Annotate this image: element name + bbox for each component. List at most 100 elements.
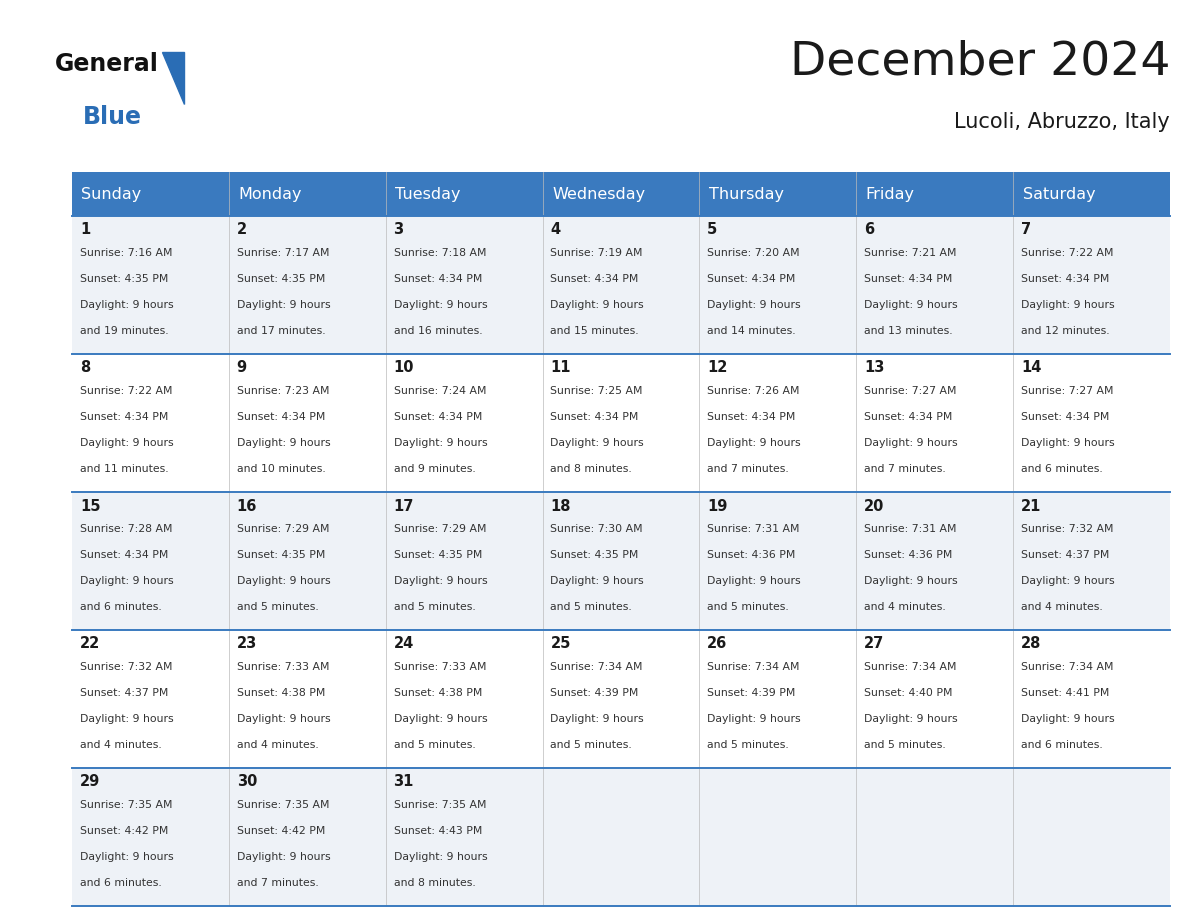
Text: 31: 31 [393, 775, 413, 789]
Polygon shape [162, 52, 184, 104]
Text: Sunrise: 7:23 AM: Sunrise: 7:23 AM [236, 386, 329, 397]
Text: and 13 minutes.: and 13 minutes. [864, 326, 953, 336]
Text: Daylight: 9 hours: Daylight: 9 hours [550, 577, 644, 587]
Text: Sunrise: 7:33 AM: Sunrise: 7:33 AM [393, 663, 486, 673]
Text: Sunrise: 7:18 AM: Sunrise: 7:18 AM [393, 249, 486, 259]
Text: and 8 minutes.: and 8 minutes. [393, 879, 475, 889]
Text: Saturday: Saturday [1023, 186, 1095, 201]
Text: and 6 minutes.: and 6 minutes. [1020, 740, 1102, 750]
Bar [72, 172, 1170, 216]
Text: Sunset: 4:38 PM: Sunset: 4:38 PM [236, 688, 326, 699]
Text: 16: 16 [236, 498, 257, 513]
Text: Sunset: 4:34 PM: Sunset: 4:34 PM [864, 274, 953, 285]
Text: 7: 7 [1020, 222, 1031, 238]
Text: Sunset: 4:35 PM: Sunset: 4:35 PM [80, 274, 169, 285]
Text: Daylight: 9 hours: Daylight: 9 hours [80, 300, 173, 310]
Text: Sunrise: 7:31 AM: Sunrise: 7:31 AM [864, 524, 956, 534]
Text: and 15 minutes.: and 15 minutes. [550, 326, 639, 336]
Text: Sunset: 4:35 PM: Sunset: 4:35 PM [550, 551, 639, 560]
Text: General: General [55, 52, 159, 76]
Text: Daylight: 9 hours: Daylight: 9 hours [80, 438, 173, 448]
Text: Sunrise: 7:35 AM: Sunrise: 7:35 AM [80, 800, 172, 811]
Text: Sunrise: 7:19 AM: Sunrise: 7:19 AM [550, 249, 643, 259]
Text: Daylight: 9 hours: Daylight: 9 hours [393, 438, 487, 448]
Text: 2: 2 [236, 222, 247, 238]
Text: Daylight: 9 hours: Daylight: 9 hours [236, 577, 330, 587]
Text: Sunset: 4:34 PM: Sunset: 4:34 PM [707, 274, 796, 285]
Text: Sunset: 4:34 PM: Sunset: 4:34 PM [236, 412, 326, 422]
Text: Daylight: 9 hours: Daylight: 9 hours [1020, 577, 1114, 587]
Text: and 5 minutes.: and 5 minutes. [864, 740, 946, 750]
Text: Sunrise: 7:27 AM: Sunrise: 7:27 AM [864, 386, 956, 397]
Text: Sunset: 4:34 PM: Sunset: 4:34 PM [393, 274, 482, 285]
Text: Sunset: 4:43 PM: Sunset: 4:43 PM [393, 826, 482, 836]
Text: Daylight: 9 hours: Daylight: 9 hours [393, 577, 487, 587]
Text: 22: 22 [80, 636, 100, 652]
Text: Daylight: 9 hours: Daylight: 9 hours [550, 438, 644, 448]
Text: Friday: Friday [866, 186, 915, 201]
Text: and 5 minutes.: and 5 minutes. [550, 740, 632, 750]
Text: Daylight: 9 hours: Daylight: 9 hours [236, 714, 330, 724]
Text: 9: 9 [236, 361, 247, 375]
Text: Sunrise: 7:35 AM: Sunrise: 7:35 AM [393, 800, 486, 811]
Text: Daylight: 9 hours: Daylight: 9 hours [864, 438, 958, 448]
Text: Sunrise: 7:22 AM: Sunrise: 7:22 AM [80, 386, 172, 397]
Text: and 8 minutes.: and 8 minutes. [550, 465, 632, 475]
Text: Sunrise: 7:17 AM: Sunrise: 7:17 AM [236, 249, 329, 259]
Text: Sunrise: 7:35 AM: Sunrise: 7:35 AM [236, 800, 329, 811]
Text: and 9 minutes.: and 9 minutes. [393, 465, 475, 475]
Text: Daylight: 9 hours: Daylight: 9 hours [393, 852, 487, 862]
Text: and 6 minutes.: and 6 minutes. [1020, 465, 1102, 475]
Text: and 4 minutes.: and 4 minutes. [236, 740, 318, 750]
Text: Sunset: 4:42 PM: Sunset: 4:42 PM [236, 826, 326, 836]
Text: Daylight: 9 hours: Daylight: 9 hours [707, 714, 801, 724]
Text: Sunset: 4:34 PM: Sunset: 4:34 PM [864, 412, 953, 422]
Text: Sunset: 4:34 PM: Sunset: 4:34 PM [707, 412, 796, 422]
Text: Sunset: 4:35 PM: Sunset: 4:35 PM [393, 551, 482, 560]
Text: and 7 minutes.: and 7 minutes. [707, 465, 789, 475]
Text: Sunrise: 7:29 AM: Sunrise: 7:29 AM [236, 524, 329, 534]
Text: and 5 minutes.: and 5 minutes. [707, 602, 789, 612]
Text: Sunrise: 7:25 AM: Sunrise: 7:25 AM [550, 386, 643, 397]
Text: Sunday: Sunday [82, 186, 141, 201]
Text: 24: 24 [393, 636, 413, 652]
Text: Sunset: 4:34 PM: Sunset: 4:34 PM [80, 551, 169, 560]
Text: 17: 17 [393, 498, 413, 513]
Text: Sunset: 4:37 PM: Sunset: 4:37 PM [1020, 551, 1110, 560]
Text: 3: 3 [393, 222, 404, 238]
Text: 29: 29 [80, 775, 100, 789]
Text: Sunrise: 7:29 AM: Sunrise: 7:29 AM [393, 524, 486, 534]
Text: 11: 11 [550, 361, 571, 375]
Text: and 5 minutes.: and 5 minutes. [393, 740, 475, 750]
Text: and 6 minutes.: and 6 minutes. [80, 602, 162, 612]
Text: and 4 minutes.: and 4 minutes. [80, 740, 162, 750]
Text: 28: 28 [1020, 636, 1042, 652]
Text: 20: 20 [864, 498, 885, 513]
Text: Sunset: 4:41 PM: Sunset: 4:41 PM [1020, 688, 1110, 699]
Bar [72, 216, 1170, 354]
Text: and 17 minutes.: and 17 minutes. [236, 326, 326, 336]
Text: Sunrise: 7:33 AM: Sunrise: 7:33 AM [236, 663, 329, 673]
Text: Sunrise: 7:34 AM: Sunrise: 7:34 AM [707, 663, 800, 673]
Text: Sunset: 4:38 PM: Sunset: 4:38 PM [393, 688, 482, 699]
Text: 8: 8 [80, 361, 90, 375]
Text: 10: 10 [393, 361, 415, 375]
Text: Daylight: 9 hours: Daylight: 9 hours [1020, 438, 1114, 448]
Text: Sunset: 4:40 PM: Sunset: 4:40 PM [864, 688, 953, 699]
Text: 12: 12 [707, 361, 727, 375]
Text: Sunset: 4:39 PM: Sunset: 4:39 PM [707, 688, 796, 699]
Text: Sunrise: 7:22 AM: Sunrise: 7:22 AM [1020, 249, 1113, 259]
Text: and 5 minutes.: and 5 minutes. [393, 602, 475, 612]
Bar [72, 630, 1170, 768]
Text: 19: 19 [707, 498, 727, 513]
Text: Sunrise: 7:28 AM: Sunrise: 7:28 AM [80, 524, 172, 534]
Text: Sunrise: 7:21 AM: Sunrise: 7:21 AM [864, 249, 956, 259]
Text: Sunrise: 7:32 AM: Sunrise: 7:32 AM [80, 663, 172, 673]
Text: Daylight: 9 hours: Daylight: 9 hours [707, 438, 801, 448]
Text: Sunset: 4:37 PM: Sunset: 4:37 PM [80, 688, 169, 699]
Text: 18: 18 [550, 498, 571, 513]
Text: Daylight: 9 hours: Daylight: 9 hours [1020, 714, 1114, 724]
Text: Sunrise: 7:32 AM: Sunrise: 7:32 AM [1020, 524, 1113, 534]
Text: 4: 4 [550, 222, 561, 238]
Text: Sunset: 4:34 PM: Sunset: 4:34 PM [550, 412, 639, 422]
